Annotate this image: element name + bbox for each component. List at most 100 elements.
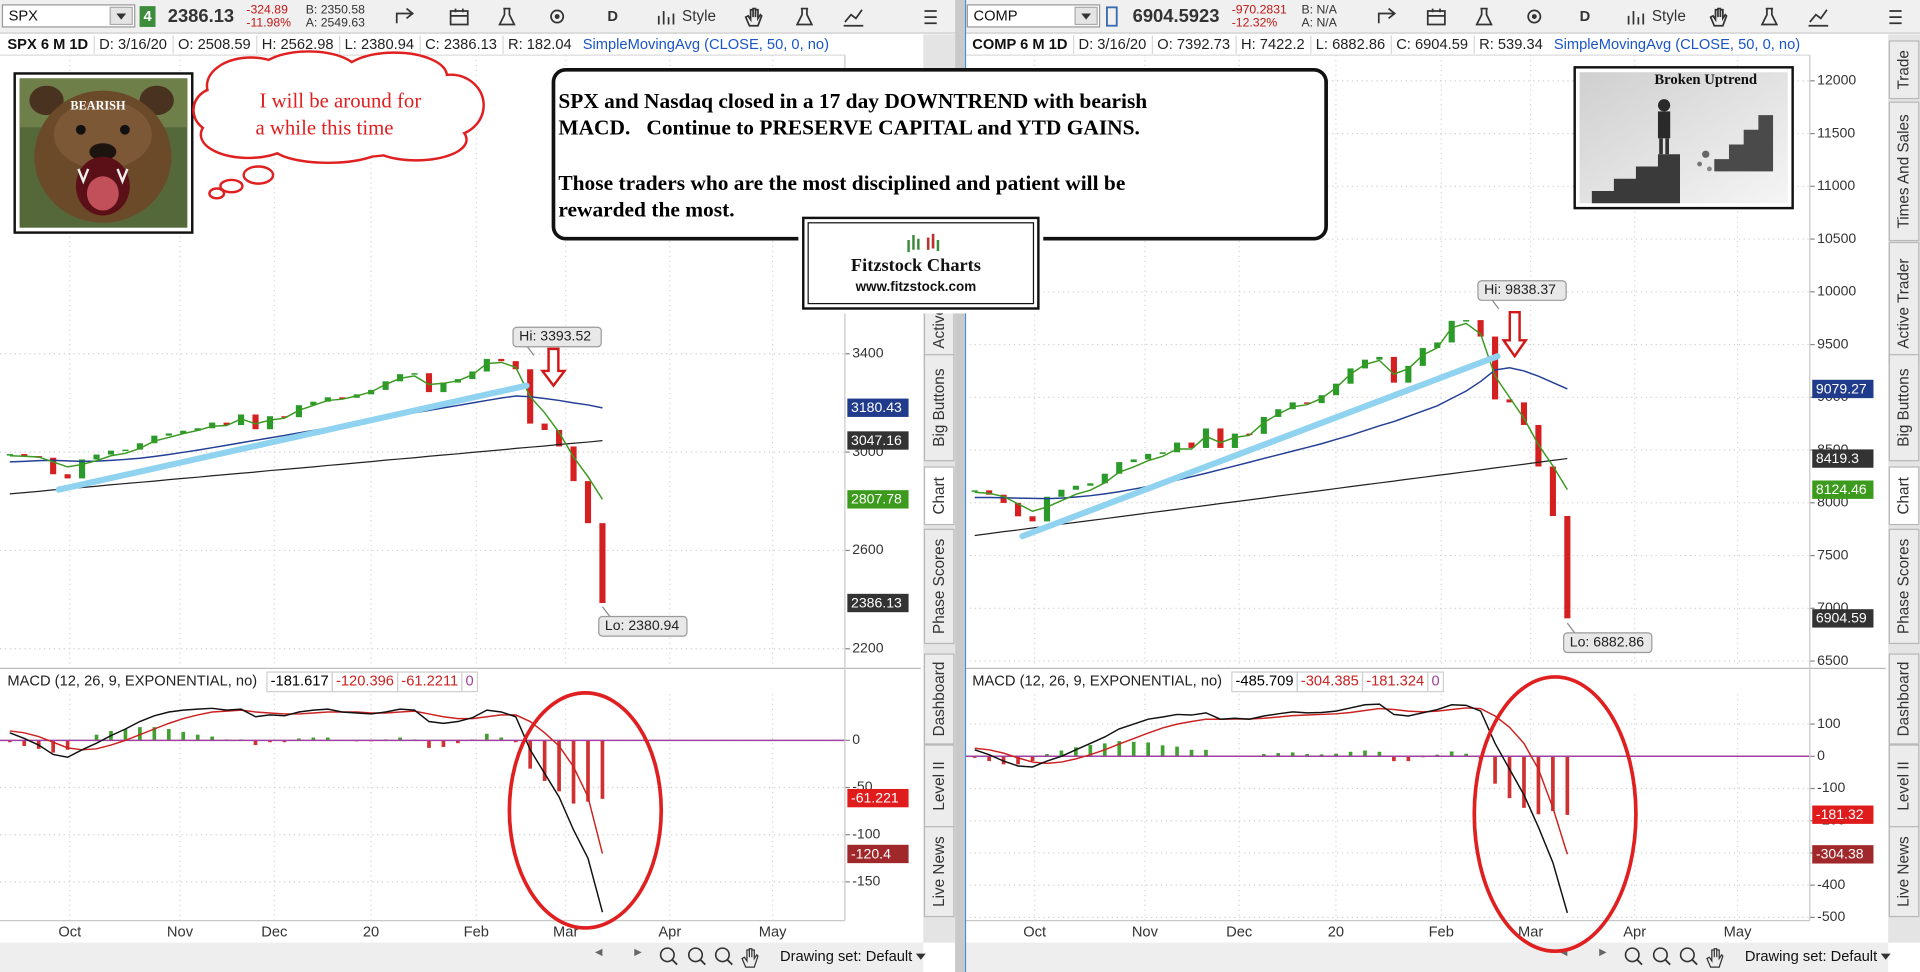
histogram-bar bbox=[1392, 756, 1396, 762]
candle bbox=[1520, 402, 1528, 425]
candle bbox=[151, 435, 158, 444]
candle bbox=[1448, 320, 1455, 343]
side-tab[interactable]: Big Buttons bbox=[1888, 354, 1920, 462]
scroll-right[interactable] bbox=[634, 948, 642, 957]
gear-button[interactable] bbox=[1520, 5, 1549, 28]
icon bbox=[1664, 959, 1671, 966]
x-tick-label: Nov bbox=[167, 925, 194, 941]
gear-button[interactable] bbox=[542, 5, 571, 28]
logo-url: www.fitzstock.com bbox=[855, 279, 977, 294]
zoom-button[interactable] bbox=[1624, 947, 1643, 966]
side-tab[interactable]: Active Trader bbox=[1888, 241, 1920, 366]
flask-button[interactable] bbox=[1469, 5, 1498, 28]
icon bbox=[395, 7, 415, 24]
cloud-text: I will be around for bbox=[260, 89, 422, 113]
tab-label: Active Trader bbox=[1896, 259, 1913, 349]
candle bbox=[1159, 452, 1166, 454]
hand-button[interactable] bbox=[740, 5, 769, 28]
icon bbox=[1624, 947, 1640, 963]
calendar-button[interactable] bbox=[444, 5, 473, 28]
style-button[interactable]: Style bbox=[682, 8, 716, 25]
candle bbox=[1116, 462, 1123, 474]
scroll-right[interactable] bbox=[1599, 948, 1607, 957]
share-button[interactable] bbox=[391, 5, 420, 28]
menu-button[interactable] bbox=[1882, 5, 1911, 28]
ema-line bbox=[974, 322, 1568, 513]
candle bbox=[252, 414, 259, 430]
price-tag-label: 6904.59 bbox=[1816, 610, 1867, 626]
icon bbox=[714, 947, 730, 963]
flask-button[interactable] bbox=[790, 5, 819, 28]
side-tab[interactable]: Big Buttons bbox=[923, 354, 955, 462]
side-tab[interactable]: Chart bbox=[923, 466, 955, 526]
icon bbox=[1760, 7, 1779, 26]
chart-panel: COMP 6904.5923 -970.2831-12.32% B: N/AA: N/… bbox=[964, 0, 1920, 972]
y-tick-label: 12000 bbox=[1817, 72, 1856, 88]
icon bbox=[744, 7, 763, 27]
side-tab[interactable]: Level II bbox=[923, 744, 955, 828]
drawing-set[interactable]: Drawing set: Default bbox=[1745, 949, 1891, 965]
candle bbox=[21, 454, 28, 457]
side-tab[interactable]: Phase Scores bbox=[1888, 528, 1920, 645]
side-tab[interactable]: Live News bbox=[1888, 826, 1920, 918]
side-tab[interactable]: Live News bbox=[923, 826, 955, 918]
share-button[interactable] bbox=[1373, 5, 1402, 28]
tab-face bbox=[1888, 241, 1920, 366]
symbol-box[interactable]: SPX bbox=[1, 4, 136, 28]
zoom-button[interactable] bbox=[687, 947, 706, 966]
histogram-bar bbox=[1059, 750, 1064, 757]
hi-label: Hi: 3393.52 bbox=[519, 328, 591, 344]
logo-name: Fitzstock Charts bbox=[851, 255, 981, 275]
style-label: Style bbox=[1652, 8, 1686, 25]
drawing-set[interactable]: Drawing set: Default bbox=[780, 949, 926, 965]
zoom-button[interactable] bbox=[1652, 947, 1671, 966]
pct-change: -11.98% bbox=[246, 15, 291, 29]
histogram-bar bbox=[600, 740, 605, 799]
style-button[interactable] bbox=[653, 5, 682, 28]
flask-button[interactable] bbox=[492, 5, 521, 28]
zoom-button[interactable] bbox=[1679, 947, 1698, 966]
side-tab[interactable]: Dashboard bbox=[923, 653, 955, 745]
side-tab[interactable]: Level II bbox=[1888, 744, 1920, 828]
zoom-button[interactable] bbox=[714, 947, 733, 966]
header-item: C: 2386.13 bbox=[425, 37, 497, 53]
candle bbox=[382, 381, 389, 390]
histogram-bar bbox=[1290, 752, 1295, 757]
signal-line bbox=[9, 709, 604, 854]
flask-button[interactable] bbox=[1755, 5, 1784, 28]
histogram-bar bbox=[1160, 745, 1165, 757]
chart-button[interactable] bbox=[839, 5, 868, 28]
style-button[interactable]: Style bbox=[1652, 8, 1686, 25]
period-button[interactable]: D bbox=[1580, 9, 1591, 25]
chart-button[interactable] bbox=[1804, 5, 1833, 28]
tab-face bbox=[1888, 653, 1920, 745]
study-value: -304.385 bbox=[1301, 674, 1359, 690]
symbol-box[interactable]: COMP bbox=[966, 4, 1101, 28]
side-tab[interactable]: Chart bbox=[1888, 466, 1920, 526]
pan-button[interactable] bbox=[1706, 948, 1724, 968]
header-item: L: 6882.86 bbox=[1316, 37, 1385, 53]
symbol-input bbox=[966, 4, 1101, 28]
histogram-bar bbox=[1074, 747, 1078, 757]
tab-label: Live News bbox=[1896, 836, 1913, 907]
histogram-bar bbox=[166, 729, 171, 741]
side-tab[interactable]: Dashboard bbox=[1888, 653, 1920, 745]
candle bbox=[1477, 320, 1484, 337]
zoom-button[interactable] bbox=[659, 947, 678, 966]
menu-button[interactable] bbox=[917, 5, 946, 28]
period-button[interactable]: D bbox=[607, 9, 618, 25]
hand-button[interactable] bbox=[1704, 5, 1733, 28]
y-tick-label: 11500 bbox=[1817, 124, 1855, 140]
style-button[interactable] bbox=[1622, 5, 1651, 28]
pan-button[interactable] bbox=[741, 948, 759, 968]
price-tag bbox=[847, 490, 909, 509]
header-item: H: 7422.2 bbox=[1241, 37, 1305, 53]
candle bbox=[1289, 402, 1296, 410]
side-tab[interactable]: Times And Sales bbox=[1888, 101, 1920, 242]
histogram-bar bbox=[1334, 753, 1338, 757]
scroll-left[interactable] bbox=[595, 948, 603, 957]
calendar-button[interactable] bbox=[1422, 5, 1451, 28]
y-tick-label: 0 bbox=[1817, 747, 1825, 763]
side-tab[interactable]: Phase Scores bbox=[923, 528, 955, 645]
side-tab[interactable]: Trade bbox=[1888, 40, 1920, 100]
